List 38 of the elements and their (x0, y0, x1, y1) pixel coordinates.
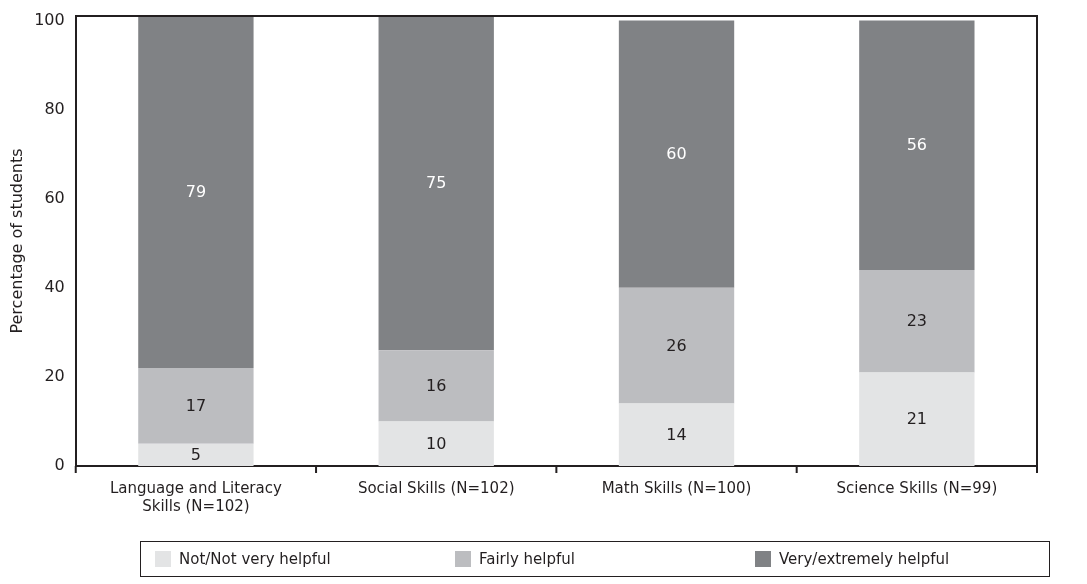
bar (859, 269, 975, 373)
x-tick-label: Science Skills (N=99) (836, 478, 998, 497)
bar (378, 421, 494, 466)
data-label: 75 (426, 173, 447, 193)
y-tick-label: 0 (54, 455, 65, 475)
bar (618, 403, 735, 466)
x-tick-label: Language and Literacy Skills (N=102) (109, 478, 282, 515)
data-label: 17 (185, 396, 207, 416)
data-label: 60 (666, 144, 687, 164)
bar (859, 20, 975, 270)
legend-label: Fairly helpful (479, 550, 575, 568)
data-label: 16 (426, 375, 447, 395)
bar (138, 367, 254, 444)
y-tick-label: 60 (44, 187, 65, 207)
bar (618, 287, 735, 404)
y-tick-label: 40 (44, 276, 65, 296)
legend-label: Not/Not very helpful (179, 550, 331, 568)
bar (618, 20, 735, 288)
data-label: 56 (906, 135, 928, 155)
data-label: 14 (666, 424, 687, 444)
bar (859, 372, 975, 466)
bar (138, 443, 254, 466)
data-label: 79 (185, 182, 207, 202)
data-label: 23 (906, 311, 928, 331)
bar (138, 16, 254, 368)
data-label: 5 (190, 445, 201, 465)
y-tick-label: 100 (34, 9, 65, 29)
data-label: 26 (666, 335, 687, 355)
bar (378, 16, 494, 351)
y-tick-label: 20 (44, 366, 65, 386)
x-tick-label: Social Skills (N=102) (357, 478, 515, 497)
data-label: 10 (426, 433, 447, 453)
bar (378, 350, 494, 422)
y-tick-label: 80 (44, 98, 65, 118)
x-tick-label: Math Skills (N=100) (601, 478, 752, 497)
y-axis-title: Percentage of students (6, 148, 26, 334)
data-label: 21 (906, 409, 928, 429)
legend-label: Very/extremely helpful (779, 550, 950, 568)
